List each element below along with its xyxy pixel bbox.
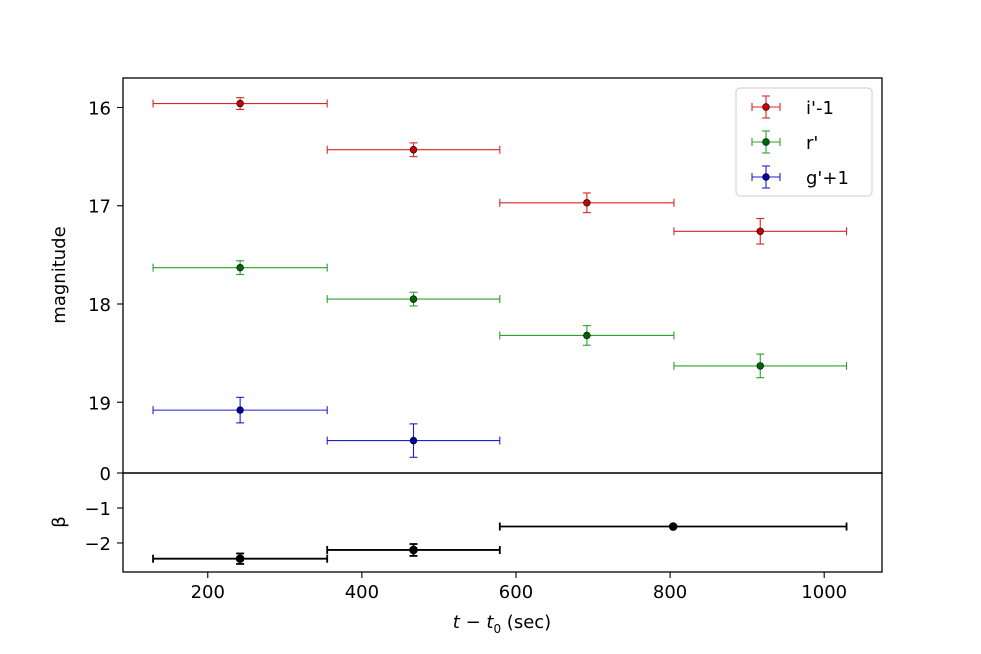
data-marker: [236, 99, 244, 108]
data-marker: [235, 554, 245, 564]
bottom-y-ticks: 0 −1 −2: [84, 464, 123, 555]
y-tick-label: 17: [88, 197, 111, 218]
x-ticks: 200 400 600 800 1000: [191, 572, 847, 603]
top-series-point: [673, 217, 848, 245]
data-marker: [236, 263, 244, 272]
data-marker: [409, 436, 418, 445]
y-tick-label: 18: [88, 295, 111, 316]
beta-series-point: [326, 543, 501, 557]
beta-series-point: [498, 522, 848, 531]
beta-series-point: [152, 552, 329, 565]
data-marker: [668, 522, 678, 531]
legend: i'-1 r' g'+1: [735, 87, 873, 197]
data-marker: [236, 406, 244, 414]
y-tick-label: 0: [100, 464, 111, 485]
top-series-point: [152, 396, 328, 424]
x-tick-label: 600: [499, 582, 533, 603]
top-series-point: [152, 260, 328, 276]
data-marker: [756, 362, 764, 370]
top-series-point: [326, 291, 501, 307]
bottom-axes-frame: [122, 472, 883, 573]
data-marker: [583, 331, 591, 340]
top-panel: 16 17 18 19 magnitude i'-1 r' g'+1: [49, 77, 883, 474]
top-y-ticks: 16 17 18 19: [88, 98, 123, 414]
top-y-axis-label: magnitude: [49, 226, 70, 323]
x-axis-label: t − t0 (sec): [453, 612, 551, 636]
top-series-point: [152, 97, 328, 110]
data-marker: [756, 227, 764, 235]
legend-label: r': [806, 133, 818, 154]
x-tick-label: 1000: [801, 582, 847, 603]
y-tick-label: −2: [84, 534, 111, 555]
legend-entry: i'-1: [751, 95, 834, 119]
bottom-y-axis-label: β: [49, 516, 70, 528]
top-series-point: [499, 325, 675, 346]
y-tick-label: 16: [88, 98, 111, 119]
legend-box: [735, 87, 873, 197]
top-series-point: [326, 423, 501, 458]
top-series-point: [499, 192, 675, 214]
x-tick-label: 400: [345, 582, 379, 603]
data-marker: [409, 146, 418, 154]
x-tick-label: 200: [191, 582, 225, 603]
legend-label: g'+1: [806, 168, 849, 189]
top-series-point: [326, 142, 501, 158]
bottom-panel: 0 −1 −2 200 400 600 800 1000 β t − t0 (sec): [49, 464, 883, 636]
y-tick-label: −1: [84, 499, 111, 520]
top-plot-data: [152, 97, 848, 458]
data-marker: [409, 295, 418, 303]
y-tick-label: 19: [88, 393, 111, 414]
data-marker: [409, 545, 418, 555]
legend-entry: r': [751, 130, 818, 154]
legend-label: i'-1: [806, 98, 834, 119]
bottom-plot-data: [152, 522, 848, 565]
x-tick-label: 800: [653, 582, 687, 603]
data-marker: [583, 199, 591, 207]
legend-entry: g'+1: [751, 165, 849, 189]
top-series-point: [673, 353, 848, 379]
